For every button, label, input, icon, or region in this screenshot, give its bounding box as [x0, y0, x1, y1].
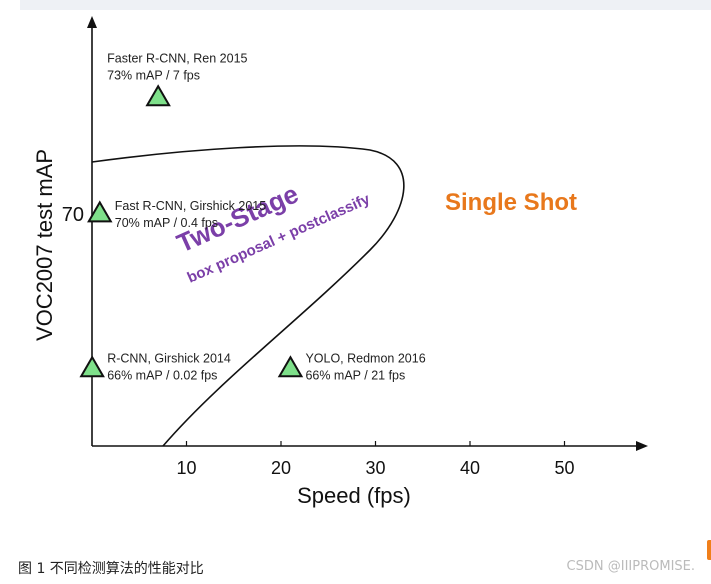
x-tick-label: 30 [365, 458, 385, 478]
x-tick-label: 50 [554, 458, 574, 478]
point-label: Fast R-CNN, Girshick 2015 [115, 199, 266, 213]
y-tick-label: 70 [62, 204, 84, 226]
point-detail: 70% mAP / 0.4 fps [115, 216, 218, 230]
csdn-watermark: CSDN @IIIPROMISE. [566, 559, 695, 574]
point-detail: 66% mAP / 21 fps [305, 369, 405, 383]
point-marker-yolo-redmon-2016 [277, 355, 304, 378]
corner-accent [707, 540, 711, 560]
x-axis-arrow [636, 441, 648, 451]
point-marker-fast-r-cnn-girshick-2015 [87, 200, 113, 223]
point-label: R-CNN, Girshick 2014 [107, 352, 231, 366]
point-detail: 73% mAP / 7 fps [107, 69, 200, 83]
figure-caption: 图 1 不同检测算法的性能对比 [18, 561, 204, 577]
point-marker-faster-r-cnn-ren-2015 [145, 84, 171, 107]
axis-layer: 10203040507080Speed (fps)VOC2007 test mA… [32, 16, 648, 508]
x-axis-title: Speed (fps) [297, 483, 411, 508]
y-axis-title: VOC2007 test mAP [32, 149, 57, 341]
point-marker-r-cnn-girshick-2014 [79, 355, 105, 378]
mark-layer [79, 84, 304, 378]
point-label: Faster R-CNN, Ren 2015 [107, 52, 247, 66]
point-label: YOLO, Redmon 2016 [305, 352, 425, 366]
x-tick-label: 20 [271, 458, 291, 478]
x-tick-label: 40 [460, 458, 480, 478]
point-detail: 66% mAP / 0.02 fps [107, 369, 217, 383]
single-shot-title: Single Shot [445, 189, 577, 216]
label-layer: SSD51280% mAP / 19 fpsSSD30077% mAP / 46… [107, 52, 426, 383]
x-tick-label: 10 [176, 458, 196, 478]
two-stage-boundary [91, 145, 405, 447]
y-axis-arrow [87, 16, 97, 28]
top-banner [20, 0, 711, 10]
